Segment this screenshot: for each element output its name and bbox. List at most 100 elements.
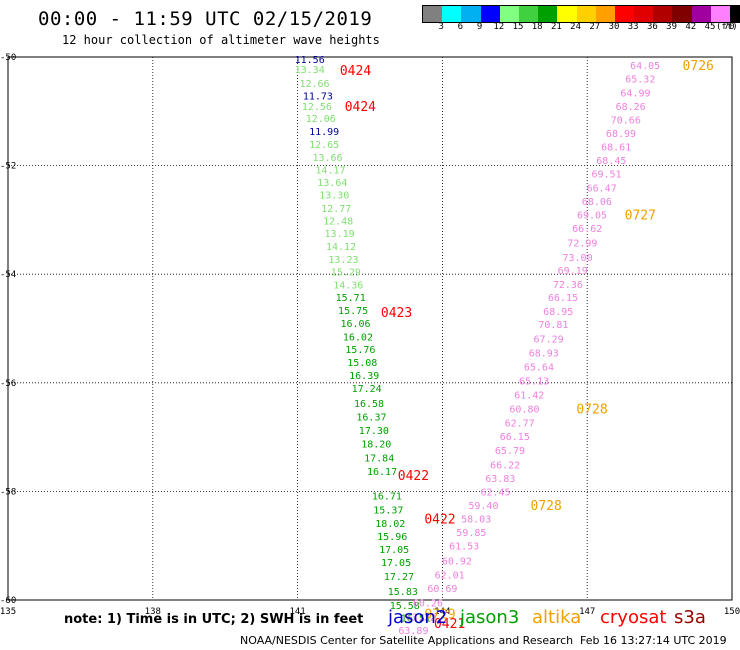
color-swatch <box>595 6 615 22</box>
wave-height-value: 70.66 <box>611 115 641 126</box>
wave-height-value: 17.30 <box>359 426 389 437</box>
color-scale-label: 18 <box>531 22 543 32</box>
wave-height-value: 68.61 <box>601 143 631 154</box>
wave-height-value: 16.37 <box>356 412 386 423</box>
color-swatch <box>461 6 481 22</box>
wave-height-value: 15.37 <box>373 505 403 516</box>
legend-item-altika: altika <box>532 607 582 628</box>
wave-height-value: 16.39 <box>349 371 379 382</box>
color-swatch <box>557 6 577 22</box>
color-scale-label: 42 <box>685 22 697 32</box>
wave-height-value: 61.42 <box>514 391 544 402</box>
wave-height-value: 63.22 <box>406 612 436 623</box>
wave-height-value: 18.02 <box>375 519 405 530</box>
wave-height-value: 64.99 <box>620 88 650 99</box>
wave-height-value: 70.81 <box>538 320 568 331</box>
wave-height-value: 65.64 <box>524 363 554 374</box>
footer-date: Feb 16 13:27:14 UTC 2019 <box>580 634 727 647</box>
wave-height-value: 62.01 <box>435 570 465 581</box>
wave-height-value: 13.66 <box>312 153 342 164</box>
wave-height-value: 12.65 <box>309 140 339 151</box>
color-scale-label: 33 <box>627 22 639 32</box>
wave-height-value: 64.05 <box>630 61 660 72</box>
wave-height-value: 68.26 <box>616 102 646 113</box>
longitude-tick-label: 147 <box>579 607 595 617</box>
wave-height-value: 72.99 <box>567 239 597 250</box>
color-scale-label: 70 <box>723 22 735 32</box>
latitude-tick-label: -50 <box>0 53 16 63</box>
color-scale-unit: (ft) <box>716 22 738 32</box>
wave-height-value: 14.12 <box>326 242 356 253</box>
color-scale-label: 12 <box>493 22 505 32</box>
track-id-label: 0424 <box>340 64 371 79</box>
latitude-tick-label: -54 <box>0 270 16 280</box>
track-id-label: 0728 <box>531 499 562 514</box>
wave-height-value: 69.05 <box>577 210 607 221</box>
wave-height-value: 72.36 <box>553 280 583 291</box>
wave-height-value: 15.96 <box>377 532 407 543</box>
track-id-label: 0726 <box>683 59 714 74</box>
color-scale <box>422 5 740 23</box>
wave-height-value: 15.08 <box>347 358 377 369</box>
latitude-tick-label: -60 <box>0 596 16 606</box>
wave-height-value: 18.20 <box>361 440 391 451</box>
legend-item-jason2: jason2 <box>388 607 448 628</box>
wave-height-value: 13.30 <box>319 190 349 201</box>
wave-height-value: 66.22 <box>490 460 520 471</box>
wave-height-value: 60.69 <box>427 584 457 595</box>
wave-height-value: 15.75 <box>338 306 368 317</box>
wave-height-value: 60.26 <box>413 599 443 610</box>
color-scale-label: 39 <box>666 22 678 32</box>
wave-height-value: 62.77 <box>505 418 535 429</box>
longitude-tick-label: 135 <box>0 607 16 617</box>
wave-height-value: 14.36 <box>333 281 363 292</box>
track-id-label: 0728 <box>576 402 607 417</box>
page-subtitle: 12 hour collection of altimeter wave hei… <box>62 33 380 47</box>
wave-height-value: 61.53 <box>449 542 479 553</box>
color-swatch <box>423 6 443 22</box>
color-swatch <box>730 6 740 22</box>
wave-height-value: 16.51 <box>401 613 431 624</box>
wave-height-value: 58.03 <box>461 515 491 526</box>
wave-height-value: 16.17 <box>367 467 397 478</box>
track-id-label: 0727 <box>625 208 656 223</box>
latitude-tick-label: -52 <box>0 162 16 172</box>
wave-height-value: 15.83 <box>388 587 418 598</box>
color-scale-label: 21 <box>550 22 562 32</box>
wave-height-value: 68.93 <box>529 348 559 359</box>
page-title: 00:00 - 11:59 UTC 02/15/2019 <box>38 8 373 30</box>
wave-height-value: 65.13 <box>519 377 549 388</box>
wave-height-value: 66.15 <box>548 293 578 304</box>
wave-height-value: 14.17 <box>315 165 345 176</box>
latitude-tick-label: -56 <box>0 379 16 389</box>
wave-height-value: 68.45 <box>596 156 626 167</box>
wave-height-value: 63.89 <box>398 626 428 637</box>
wave-height-value: 13.19 <box>325 229 355 240</box>
color-swatch <box>653 6 673 22</box>
color-swatch <box>710 6 730 22</box>
color-swatch <box>518 6 539 22</box>
wave-height-value: 60.92 <box>442 556 472 567</box>
wave-height-value: 16.06 <box>340 319 370 330</box>
color-scale-label: 24 <box>570 22 582 32</box>
longitude-tick-label: 150 <box>724 607 740 617</box>
wave-height-value: 66.15 <box>500 432 530 443</box>
legend-item-cryosat: cryosat <box>600 607 667 628</box>
color-scale-label: 9 <box>476 22 483 32</box>
map-frame <box>7 56 733 601</box>
color-scale-label: 6 <box>457 22 464 32</box>
track-id-label: 0421 <box>434 617 465 632</box>
color-swatch <box>614 6 635 22</box>
color-swatch <box>672 6 692 22</box>
wave-height-value: 59.85 <box>456 528 486 539</box>
wave-height-value: 65.79 <box>495 446 525 457</box>
wave-height-value: 68.95 <box>543 307 573 318</box>
track-id-label: 0729 <box>424 608 455 623</box>
wave-height-value: 62.45 <box>480 487 510 498</box>
color-scale-label: 3 <box>438 22 444 32</box>
wave-height-value: 17.27 <box>384 572 414 583</box>
wave-height-value: 15.71 <box>336 293 366 304</box>
wave-height-value: 17.05 <box>379 545 409 556</box>
track-id-label: 0422 <box>424 513 455 528</box>
